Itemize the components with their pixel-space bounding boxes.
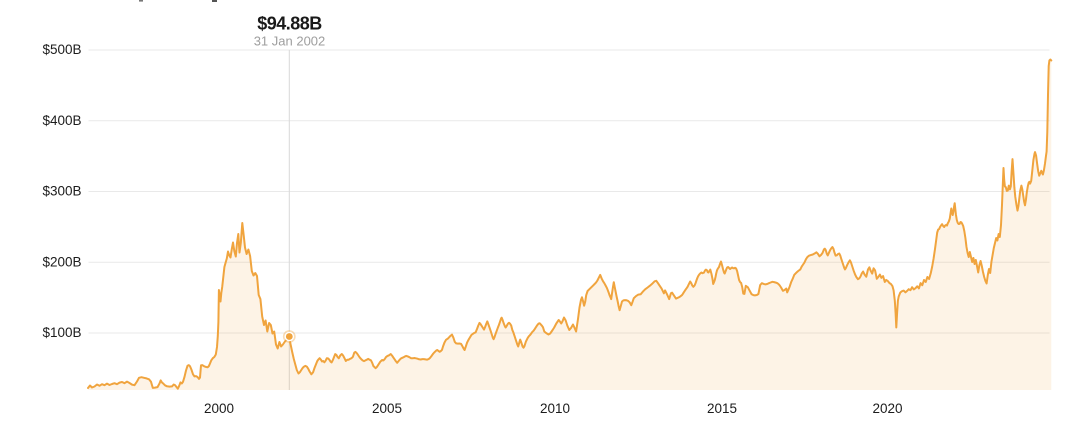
svg-text:$94.88B: $94.88B xyxy=(257,14,322,34)
svg-text:2010: 2010 xyxy=(540,401,570,416)
svg-text:2000: 2000 xyxy=(204,401,234,416)
svg-text:2005: 2005 xyxy=(372,401,402,416)
svg-text:2015: 2015 xyxy=(707,401,737,416)
svg-text:2020: 2020 xyxy=(872,401,902,416)
svg-text:$300B: $300B xyxy=(42,184,81,199)
svg-text:$100B: $100B xyxy=(42,325,81,340)
svg-text:31 Jan 2002: 31 Jan 2002 xyxy=(254,34,326,49)
svg-text:$200B: $200B xyxy=(42,254,81,269)
svg-text:$500B: $500B xyxy=(42,42,81,57)
svg-text:$400B: $400B xyxy=(42,113,81,128)
